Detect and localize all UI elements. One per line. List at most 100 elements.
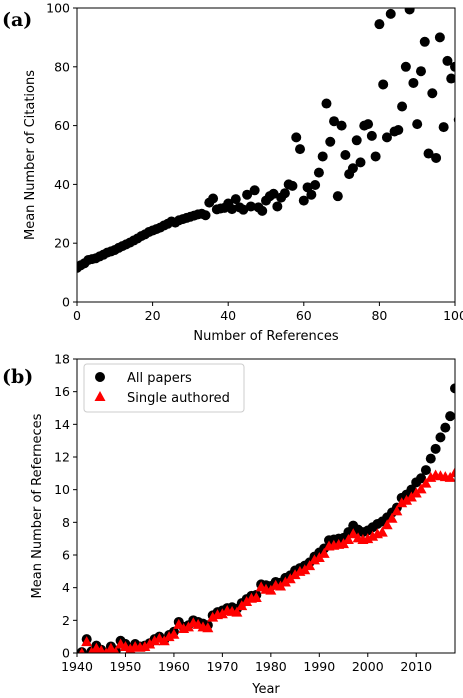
panel-b-series-1-point-36 bbox=[250, 591, 262, 602]
legend-single-authored-label: Single authored bbox=[127, 391, 230, 406]
panel-a-series-0-point-64 bbox=[313, 167, 324, 178]
panel-a-series-0-point-52 bbox=[268, 188, 279, 199]
panel-a-series-0-point-36 bbox=[208, 193, 219, 204]
panel-a-y-tick-label-1: 20 bbox=[54, 236, 70, 251]
panel-a-y-axis-label: Mean Number of Citations bbox=[23, 70, 38, 240]
panel-b-y-tick-label-0: 0 bbox=[62, 646, 70, 661]
panel-b-series-0-point-73 bbox=[430, 443, 441, 454]
panel-a-series-0-point-61 bbox=[302, 182, 313, 193]
panel-b-series-1-point-0 bbox=[78, 647, 85, 653]
panel-a-series-0-point-46 bbox=[245, 201, 256, 212]
panel-a-x-tick-label-5: 100 bbox=[443, 308, 463, 323]
panel-b-series-1-point-77 bbox=[449, 467, 455, 478]
panel-a-series-0-point-55 bbox=[279, 188, 290, 199]
panel-a-series-0-point-82 bbox=[381, 132, 392, 143]
panel-b-series-1-point-6 bbox=[105, 642, 117, 653]
panel-b-series-1-point-65 bbox=[391, 505, 403, 516]
panel-b: (b) 1940 1950 1960 1970 1980 1990 2000 2010 0 2 4 6… bbox=[2, 352, 456, 697]
panel-a-series-0-point-49 bbox=[257, 205, 268, 216]
panel-b-series-1-point-55 bbox=[342, 533, 354, 544]
panel-a-label: (a) bbox=[2, 9, 32, 31]
panel-b-series-1-point-44 bbox=[289, 569, 301, 580]
panel-a-y-tick-label-5: 100 bbox=[46, 1, 70, 16]
panel-b-series-1-point-32 bbox=[231, 606, 243, 617]
panel-a-series-0-point-96 bbox=[434, 32, 445, 43]
panel-b-y-tick-label-6: 12 bbox=[54, 450, 70, 465]
panel-a-series-0-point-90 bbox=[412, 119, 423, 130]
panel-b-series-0-point-77 bbox=[450, 383, 455, 394]
panel-b-series-1-point-7 bbox=[112, 646, 120, 653]
panel-b-legend: All papers Single authored bbox=[83, 363, 245, 413]
panel-a-series-0-point-87 bbox=[400, 61, 411, 72]
panel-a-series-0-point-83 bbox=[385, 8, 396, 19]
panel-a-series-0-point-71 bbox=[340, 150, 351, 160]
panel-b-series-1-point-56 bbox=[347, 528, 359, 539]
panel-a-series-0-point-86 bbox=[397, 101, 408, 112]
panel-b-axes-frame bbox=[76, 358, 456, 654]
panel-a-series-0-point-65 bbox=[317, 151, 328, 162]
panel-b-series-0-point-76 bbox=[445, 411, 455, 422]
panel-a-x-tick-label-4: 80 bbox=[371, 308, 387, 323]
panel-a-series-0-point-92 bbox=[419, 36, 430, 47]
panel-b-y-tick-label-8: 16 bbox=[54, 384, 70, 399]
panel-a-series-0-point-99 bbox=[446, 73, 455, 84]
panel-a-series-0-point-100 bbox=[450, 61, 455, 72]
panel-b-y-tick-label-3: 6 bbox=[62, 548, 70, 563]
panel-b-points bbox=[77, 383, 455, 653]
panel-a-series-0-point-77 bbox=[363, 119, 374, 130]
panel-b-series-0-point-74 bbox=[435, 432, 446, 443]
panel-b-series-1-point-50 bbox=[318, 547, 330, 558]
panel-b-x-tick-label-5: 1990 bbox=[303, 659, 335, 674]
panel-a-y-tick-label-0: 0 bbox=[62, 295, 70, 310]
panel-b-x-tick-label-6: 2000 bbox=[352, 659, 384, 674]
panel-a-series-0-point-70 bbox=[336, 120, 347, 131]
panel-a-series-0-point-59 bbox=[295, 144, 306, 155]
panel-b-series-0-point-71 bbox=[420, 465, 431, 476]
panel-b-series-1-point-62 bbox=[376, 526, 388, 537]
panel-b-series-1-point-4 bbox=[96, 645, 106, 653]
panel-a-series-0-point-69 bbox=[332, 191, 343, 202]
panel-a-series-0-point-78 bbox=[366, 130, 377, 141]
panel-a-series-0-point-80 bbox=[374, 19, 385, 30]
panel-a-series-0-point-94 bbox=[427, 88, 438, 99]
panel-a-series-0-point-45 bbox=[242, 189, 253, 200]
panel-b-x-axis-label: Year bbox=[251, 682, 280, 697]
panel-b-plot-area: 1940 1950 1960 1970 1980 1990 2000 2010 0 2 4 6 8 10 1… bbox=[54, 352, 456, 674]
panel-a-series-0-point-53 bbox=[272, 201, 283, 212]
panel-b-series-1-point-19 bbox=[168, 628, 180, 639]
panel-a-x-tick-label-1: 20 bbox=[145, 308, 161, 323]
panel-b-x-tick-label-7: 2010 bbox=[400, 659, 432, 674]
panel-b-y-tick-label-7: 14 bbox=[54, 417, 70, 432]
panel-b-series-1-point-71 bbox=[420, 477, 432, 488]
panel-b-series-1-point-26 bbox=[202, 622, 214, 633]
panel-b-series-1-point-47 bbox=[304, 560, 316, 571]
panel-a-series-0-point-98 bbox=[442, 55, 453, 66]
panel-b-series-1-point-42 bbox=[279, 576, 291, 587]
panel-a-series-0-point-60 bbox=[298, 195, 309, 206]
panel-a-series-0-point-57 bbox=[287, 180, 298, 191]
panel-a-series-0-point-62 bbox=[306, 189, 317, 200]
panel-a-series-0-point-79 bbox=[370, 151, 381, 162]
panel-a: (a) 0 20 40 60 80 100 0 20 40 60 80 100 Number of R… bbox=[2, 1, 463, 345]
panel-b-series-1-point-34 bbox=[241, 596, 253, 607]
panel-a-series-0-point-47 bbox=[249, 185, 260, 196]
panel-a-x-axis-label: Number of References bbox=[193, 329, 338, 344]
panel-b-y-tick-label-1: 2 bbox=[62, 613, 70, 628]
panel-a-series-0-point-66 bbox=[321, 98, 332, 109]
panel-b-x-tick-label-0: 1940 bbox=[61, 659, 93, 674]
panel-b-label: (b) bbox=[2, 366, 33, 388]
panel-b-x-tick-label-2: 1960 bbox=[158, 659, 190, 674]
legend-frame bbox=[83, 363, 245, 413]
panel-a-series-0-point-93 bbox=[423, 148, 434, 159]
panel-b-x-tick-label-4: 1980 bbox=[255, 659, 287, 674]
panel-a-series-0-point-44 bbox=[238, 204, 249, 215]
panel-a-series-0-point-88 bbox=[404, 8, 415, 15]
panel-b-series-1-point-29 bbox=[216, 608, 228, 619]
panel-b-series-1-point-1 bbox=[81, 636, 93, 647]
panel-a-series-0-point-67 bbox=[325, 136, 336, 147]
panel-a-series-0-point-41 bbox=[226, 204, 237, 215]
panel-a-series-0-point-89 bbox=[408, 77, 419, 88]
panel-a-series-0-point-97 bbox=[438, 122, 449, 133]
panel-a-y-tick-label-3: 60 bbox=[54, 118, 70, 133]
panel-b-y-tick-label-5: 10 bbox=[54, 482, 70, 497]
